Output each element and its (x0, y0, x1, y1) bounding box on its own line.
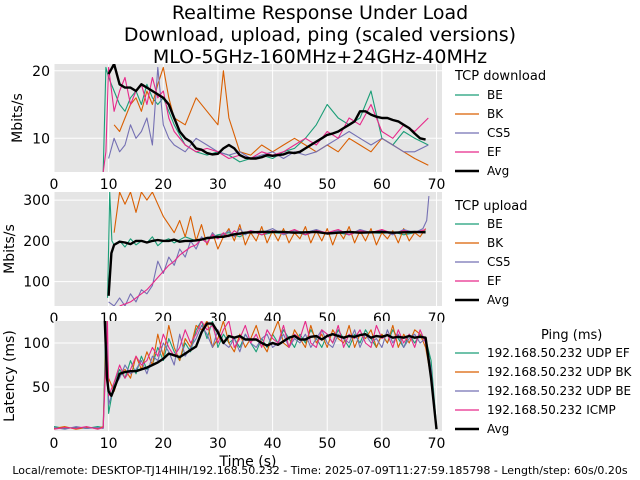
x-tick-label: 30 (209, 436, 227, 452)
chart-title-line-2: Download, upload, ping (scaled versions) (124, 24, 516, 46)
legend-label-avg: Avg (487, 422, 509, 436)
download-panel: 0 10 20 30 40 50 60 70 10 20 Mbits/s TCP download BE… (10, 64, 546, 193)
series-line-cs5 (108, 66, 429, 160)
legend-label-192-168-50-232-udp-ef: 192.168.50.232 UDP EF (487, 346, 630, 360)
series-group (54, 321, 438, 430)
legend-label-192-168-50-232-icmp: 192.168.50.232 ICMP (487, 403, 616, 417)
footer-text: Local/remote: DESKTOP-TJ14HIH/192.168.50… (12, 464, 628, 477)
legend-label-cs5: CS5 (487, 255, 511, 269)
x-tick-label: 50 (318, 177, 336, 193)
series-line-ef (102, 66, 429, 172)
legend-label-avg: Avg (487, 293, 509, 307)
x-tick-label: 0 (50, 436, 59, 452)
legend-title: TCP upload (454, 199, 528, 214)
x-tick-label: 10 (100, 177, 118, 193)
series-line-avg (107, 64, 426, 160)
legend-label-bk: BK (487, 236, 504, 250)
series-line-bk (113, 66, 429, 166)
y-tick-label: 200 (23, 234, 50, 250)
y-tick-label: 100 (23, 336, 50, 352)
x-tick-label: 40 (264, 436, 282, 452)
legend-label-cs5: CS5 (487, 126, 511, 140)
y-tick-label: 20 (32, 64, 50, 80)
x-tick-label: 0 (50, 311, 59, 327)
y-axis-label: Mbits/s (10, 93, 26, 143)
series-line-192-168-50-232-udp-bk (54, 321, 438, 430)
y-tick-label: 100 (23, 275, 50, 291)
legend-label-be: BE (487, 88, 503, 102)
legend-label-avg: Avg (487, 164, 509, 178)
y-tick-label: 300 (23, 193, 50, 209)
x-tick-label: 60 (373, 177, 391, 193)
plot-background (54, 192, 442, 306)
y-tick-label: 50 (32, 380, 50, 396)
series-line-192-168-50-232-udp-be (54, 321, 438, 430)
y-axis-label: Latency (ms) (2, 330, 18, 422)
x-tick-label: 20 (154, 436, 172, 452)
x-tick-label: 40 (264, 177, 282, 193)
chart-title-line-3: MLO-5GHz-160MHz+24GHz-40MHz (153, 46, 487, 68)
legend-label-ef: EF (487, 145, 502, 159)
series-line-bk (113, 192, 427, 250)
x-tick-label: 60 (373, 436, 391, 452)
x-tick-label: 70 (428, 177, 446, 193)
x-tick-label: 0 (50, 177, 59, 193)
x-tick-label: 10 (100, 436, 118, 452)
legend-title: TCP download (454, 69, 546, 84)
legend-label-ef: EF (487, 274, 502, 288)
series-line-avg (107, 230, 426, 296)
legend-label-bk: BK (487, 107, 504, 121)
legend-label-192-168-50-232-udp-be: 192.168.50.232 UDP BE (487, 384, 631, 398)
x-tick-label: 20 (154, 177, 172, 193)
legend-title: Ping (ms) (541, 328, 602, 343)
x-tick-label: 30 (209, 177, 227, 193)
legend-label-192-168-50-232-udp-bk: 192.168.50.232 UDP BK (487, 365, 633, 379)
y-axis-label: Mbits/s (2, 224, 18, 274)
x-tick-label: 50 (318, 436, 336, 452)
chart-title-line-1: Realtime Response Under Load (172, 2, 468, 24)
x-axis-label: Time (s) (219, 454, 277, 470)
ping-panel: 0 10 20 30 40 50 60 70 50 100 Latency (ms) Ping (ms… (2, 321, 633, 452)
series-group (107, 192, 430, 306)
legend-label-be: BE (487, 217, 503, 231)
series-line-avg (103, 321, 438, 430)
y-tick-label: 10 (32, 131, 50, 147)
x-tick-label: 70 (428, 436, 446, 452)
series-group (102, 64, 429, 172)
